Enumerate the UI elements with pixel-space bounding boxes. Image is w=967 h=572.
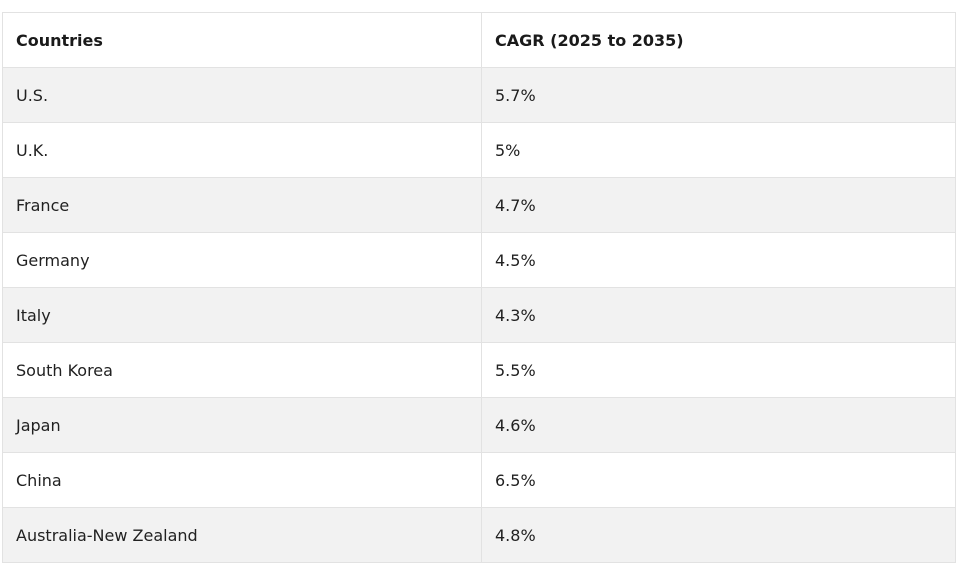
- table-row: Australia-New Zealand 4.8%: [2, 507, 956, 563]
- table-row: China 6.5%: [2, 452, 956, 508]
- country-cell: Germany: [2, 232, 482, 288]
- table-row: France 4.7%: [2, 177, 956, 233]
- country-cell: China: [2, 452, 482, 508]
- country-cell: South Korea: [2, 342, 482, 398]
- header-countries: Countries: [2, 12, 482, 68]
- table-body: U.S. 5.7% U.K. 5% France 4.7% Germany 4.…: [2, 67, 956, 563]
- header-row: Countries CAGR (2025 to 2035): [2, 12, 956, 68]
- table-row: Italy 4.3%: [2, 287, 956, 343]
- header-cagr: CAGR (2025 to 2035): [481, 12, 956, 68]
- country-cell: Japan: [2, 397, 482, 453]
- cagr-cell: 6.5%: [481, 452, 956, 508]
- cagr-cell: 4.8%: [481, 507, 956, 563]
- table-row: U.S. 5.7%: [2, 67, 956, 123]
- table-row: U.K. 5%: [2, 122, 956, 178]
- table-header: Countries CAGR (2025 to 2035): [2, 12, 956, 68]
- cagr-cell: 5.5%: [481, 342, 956, 398]
- cagr-cell: 5%: [481, 122, 956, 178]
- country-cell: Italy: [2, 287, 482, 343]
- table-row: South Korea 5.5%: [2, 342, 956, 398]
- country-cell: France: [2, 177, 482, 233]
- cagr-cell: 4.5%: [481, 232, 956, 288]
- cagr-cell: 4.3%: [481, 287, 956, 343]
- table-row: Japan 4.6%: [2, 397, 956, 453]
- cagr-table-container: Countries CAGR (2025 to 2035) U.S. 5.7% …: [2, 12, 956, 563]
- cagr-cell: 4.6%: [481, 397, 956, 453]
- cagr-table: Countries CAGR (2025 to 2035) U.S. 5.7% …: [2, 12, 956, 563]
- country-cell: Australia-New Zealand: [2, 507, 482, 563]
- country-cell: U.K.: [2, 122, 482, 178]
- table-row: Germany 4.5%: [2, 232, 956, 288]
- country-cell: U.S.: [2, 67, 482, 123]
- cagr-cell: 4.7%: [481, 177, 956, 233]
- cagr-cell: 5.7%: [481, 67, 956, 123]
